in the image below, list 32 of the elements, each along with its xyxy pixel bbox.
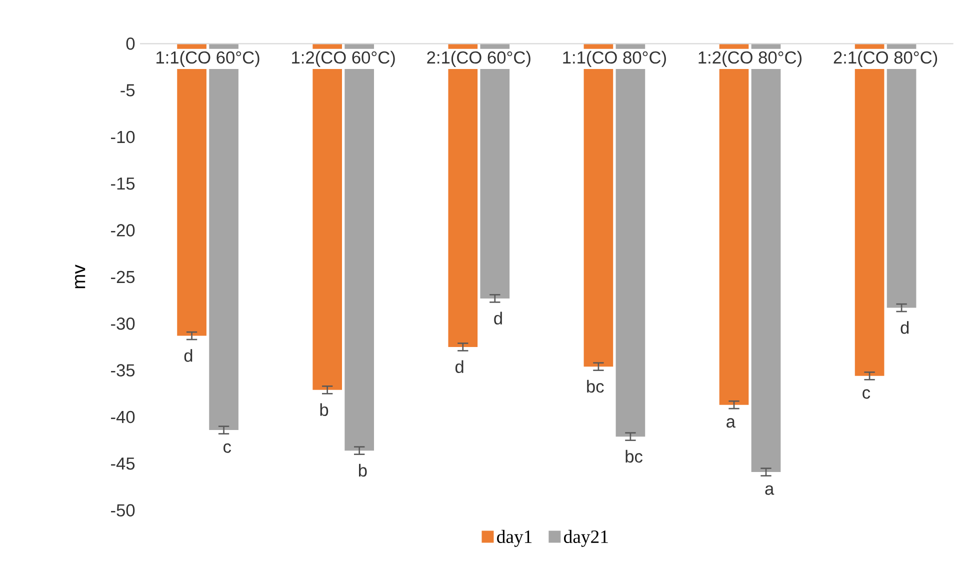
y-tick-label: -40 [111, 410, 135, 424]
data-label: b [358, 464, 367, 477]
data-label: d [184, 349, 192, 362]
legend-label: day21 [564, 530, 608, 547]
legend-label: day1 [497, 530, 532, 547]
x-tick-label: 2:1(CO 80°C) [834, 50, 938, 68]
y-tick-label: -35 [111, 364, 135, 376]
data-label: bc [587, 380, 604, 393]
x-tick-label: 1:2(CO 80°C) [698, 50, 802, 68]
y-tick-label: -10 [111, 130, 135, 144]
y-tick-label: -20 [111, 224, 135, 236]
data-label: a [726, 418, 736, 428]
y-tick-label: -30 [111, 318, 135, 330]
data-label: bc [626, 450, 642, 463]
y-tick-label: -5 [120, 84, 135, 96]
x-tick-label: 1:2(CO 60°C) [292, 50, 395, 68]
y-axis-title: mv [75, 264, 86, 288]
x-tick-label: 1:1(CO 60°C) [156, 50, 260, 68]
data-label: b [320, 403, 328, 416]
data-label: c [224, 443, 231, 453]
data-label: d [900, 321, 909, 334]
y-tick-label: -25 [111, 270, 135, 284]
data-label: d [455, 360, 464, 374]
x-tick-label: 1:1(CO 80°C) [563, 50, 666, 68]
y-tick-label: -50 [111, 504, 135, 516]
x-tick-label: 2:1(CO 60°C) [427, 50, 530, 68]
y-tick-label: 0 [126, 38, 135, 50]
y-tick-label: -45 [111, 458, 135, 470]
data-label: c [862, 389, 870, 399]
y-tick-label: -15 [111, 178, 135, 190]
data-label: d [494, 312, 502, 325]
data-label: a [765, 485, 774, 495]
